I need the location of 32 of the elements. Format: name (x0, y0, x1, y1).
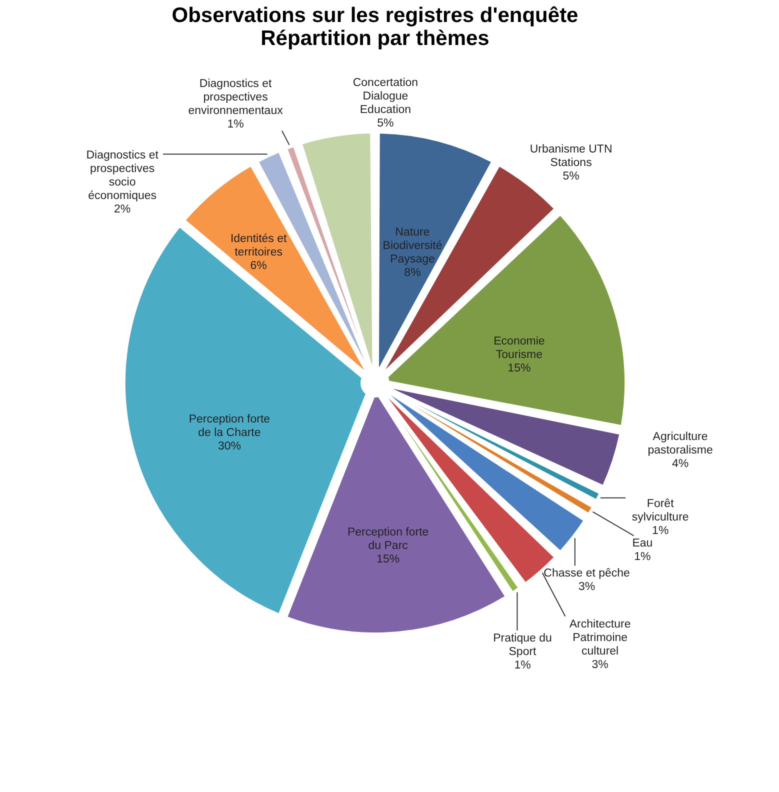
data-label: 30% (218, 440, 241, 452)
slice-label: Perception forte du Parc (347, 526, 429, 552)
data-label: 1% (652, 525, 669, 538)
data-label: 15% (508, 362, 531, 375)
slice-label: Identités et territoires (230, 233, 288, 259)
slice-label: Agriculture pastoralisme (648, 430, 713, 456)
slice-label: Eau (632, 538, 653, 550)
slice-label: Economie Tourisme (494, 336, 545, 362)
data-label: 3% (578, 581, 596, 594)
slice-label: Forêt sylviculture (632, 498, 689, 524)
data-label: 5% (377, 118, 394, 130)
slice-label: Perception forte de la Charte (188, 413, 270, 439)
text: Observations sur les registres d'enquête (172, 4, 578, 27)
data-label: 8% (404, 267, 421, 280)
data-label: 6% (250, 260, 267, 272)
data-label: 4% (672, 458, 689, 470)
data-label: 15% (376, 553, 400, 566)
data-label: 1% (227, 118, 244, 130)
data-label: 3% (592, 658, 608, 671)
text: Répartition par thèmes (260, 27, 490, 50)
slice-label: Concertation Dialogue Education (352, 77, 418, 116)
data-label: 2% (114, 203, 131, 216)
slice-label: Chasse et pêche (544, 568, 630, 580)
slice-label: Diagnostics et prospectives socio économiques (86, 149, 160, 202)
slice-label: Pratique du Sport (493, 632, 552, 658)
slice-label: Diagnostics et prospectives environnementaux (188, 78, 284, 117)
data-label: 1% (514, 659, 531, 672)
slice-label: Urbanisme UTN Stations (530, 143, 612, 169)
slice-label: Nature Biodiversité Paysage (382, 226, 442, 266)
data-label: 1% (634, 551, 651, 564)
data-label: 5% (562, 170, 580, 182)
slice-label: Architecture Patrimoine culturel (569, 618, 631, 658)
